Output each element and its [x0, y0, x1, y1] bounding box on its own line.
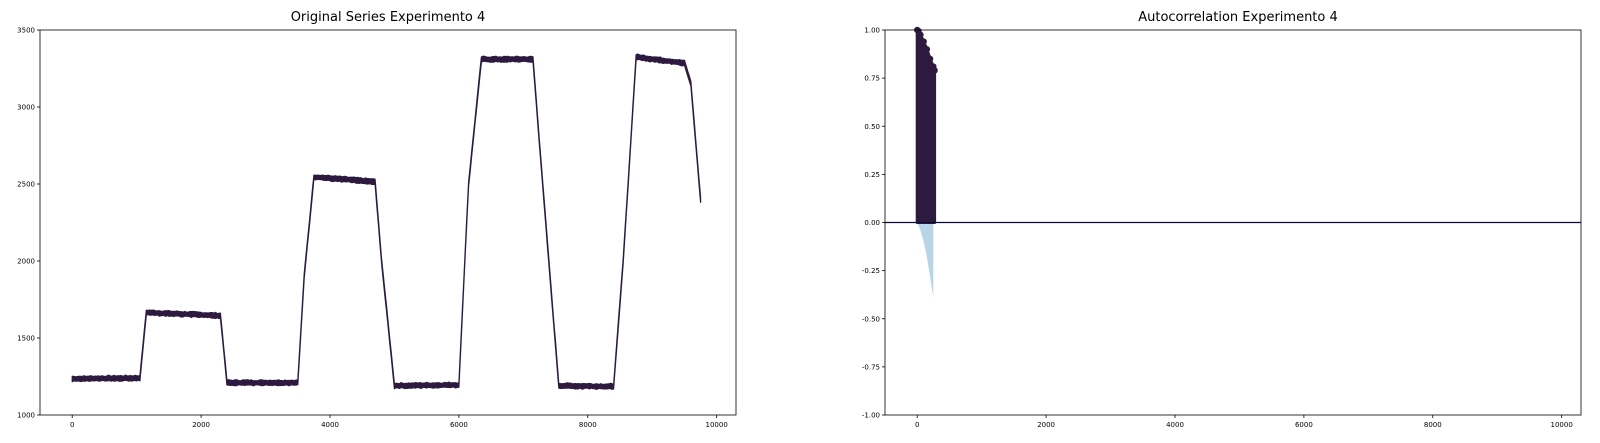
- y-tick-label: 0.75: [864, 75, 880, 83]
- y-tick-label: 0.25: [864, 171, 880, 179]
- y-tick-label: 1000: [17, 412, 35, 420]
- y-tick-label: 1.00: [864, 27, 880, 35]
- x-tick-label: 10000: [706, 421, 728, 429]
- y-tick-label: -0.25: [862, 267, 880, 275]
- acf-marker: [926, 55, 934, 63]
- x-tick-label: 10000: [1551, 421, 1573, 429]
- y-tick-label: -1.00: [862, 412, 880, 420]
- original-series-plot-area: [71, 53, 702, 390]
- x-tick-label: 6000: [450, 421, 468, 429]
- x-tick-label: 4000: [1166, 421, 1184, 429]
- x-tick-label: 2000: [192, 421, 210, 429]
- x-tick-label: 4000: [321, 421, 339, 429]
- y-tick-label: 1500: [17, 335, 35, 343]
- x-tick-label: 8000: [1424, 421, 1442, 429]
- acf-marker: [920, 38, 927, 45]
- axis-ticks: 0 2000 4000 6000 8000 10000 1000 1500 2000 2500 30…: [17, 27, 728, 430]
- x-tick-label: 0: [70, 421, 74, 429]
- y-tick-label: 2500: [17, 181, 35, 189]
- y-tick-label: -0.75: [862, 363, 880, 371]
- y-tick-label: 0.50: [864, 123, 880, 131]
- x-tick-label: 0: [915, 421, 919, 429]
- chart-title: Autocorrelation Experimento 4: [1138, 10, 1338, 25]
- x-tick-label: 6000: [1295, 421, 1313, 429]
- y-tick-label: 3000: [17, 104, 35, 112]
- y-tick-label: 0.00: [864, 219, 880, 227]
- acf-marker: [917, 31, 924, 39]
- x-tick-label: 2000: [1037, 421, 1055, 429]
- chart-title: Original Series Experimento 4: [291, 10, 486, 25]
- axes-frame: [39, 29, 737, 416]
- acf-marker: [931, 67, 938, 74]
- y-tick-label: -0.50: [862, 315, 880, 323]
- series-line: [71, 53, 702, 390]
- axis-ticks: 0 2000 4000 6000 8000 10000 -1.00 -0.75 -0.50 -0.…: [862, 27, 1573, 430]
- autocorrelation-plot-area: [885, 26, 1581, 298]
- y-tick-label: 2000: [17, 258, 35, 266]
- y-tick-label: 3500: [17, 27, 35, 35]
- autocorrelation-panel: Autocorrelation Experimento 4 0 2000 4000 6…: [862, 10, 1582, 430]
- x-tick-label: 8000: [579, 421, 597, 429]
- original-series-panel: Original Series Experimento 4 0 2000 4000 6…: [17, 10, 737, 430]
- acf-marker: [923, 46, 931, 53]
